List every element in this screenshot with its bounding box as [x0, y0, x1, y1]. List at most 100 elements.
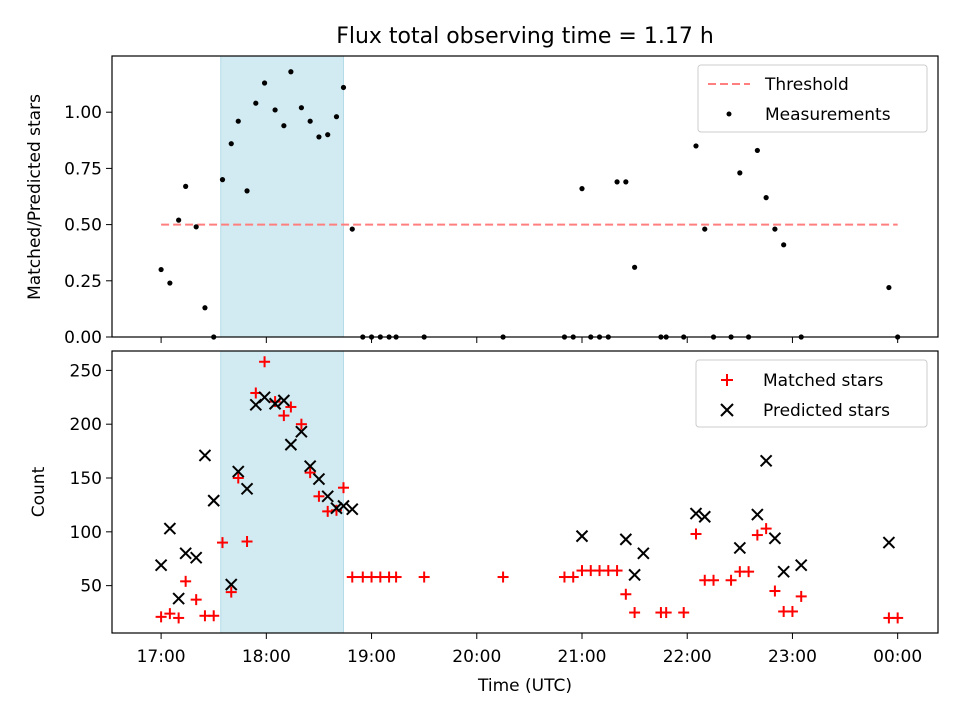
measurement-point: [614, 179, 620, 185]
bottom-y-tick-label: 100: [70, 523, 102, 543]
matched-star-point: [269, 396, 281, 408]
measurement-point: [349, 226, 355, 232]
bottom-y-axis: 50 100 150 200 250: [70, 361, 112, 597]
bottom-x-tick-label: 17:00: [137, 647, 186, 667]
bottom-legend-box: [695, 359, 928, 428]
predicted-star-point: [207, 494, 220, 507]
measurement-point: [702, 226, 708, 232]
bottom-x-tick-label: 18:00: [242, 647, 291, 667]
measurement-point: [272, 107, 278, 113]
measurement-point: [193, 224, 199, 230]
predicted-star-point: [198, 449, 212, 462]
top-axes-frame: [111, 55, 939, 338]
measurement-point: [158, 266, 164, 273]
predicted-star-point: [284, 438, 298, 451]
matched-star-point: [190, 594, 202, 606]
matched-star-point: [155, 611, 167, 623]
measurement-point: [340, 84, 347, 91]
predicted-star-point: [163, 522, 177, 535]
matched-star-point: [164, 608, 176, 620]
measurement-point: [754, 147, 760, 154]
measurement-point: [307, 118, 313, 124]
measurement-point: [235, 118, 241, 124]
bottom-panel: 50 100 150 200 250 17:00 18:00 19:00 20:00 21:00…: [29, 350, 939, 696]
predicted-star-point: [172, 592, 185, 605]
predicted-star-point: [628, 568, 641, 582]
matched-star-point: [216, 537, 228, 549]
bottom-x-tick-label: 19:00: [347, 647, 396, 667]
measurements-legend-swatch: [726, 111, 732, 117]
predicted-star-point: [268, 397, 282, 410]
matched-star-point: [418, 571, 430, 583]
measurement-point: [737, 170, 743, 176]
matched-star-point: [660, 607, 672, 619]
matched-star-point: [232, 472, 244, 484]
predicted-star-point: [619, 533, 633, 546]
predicted-star-point: [321, 490, 334, 503]
measurement-point: [623, 179, 629, 185]
matched-star-point: [769, 585, 781, 597]
bottom-y-tick-label: 50: [80, 577, 102, 597]
predicted-star-point: [232, 465, 245, 478]
matched-star-point: [620, 588, 632, 600]
predicted-star-point: [303, 459, 317, 473]
top-y-tick-label: 1.00: [64, 103, 102, 123]
top-panel: 0.00 0.25 0.50 0.75 1.00 Matched/Predicted s…: [25, 55, 939, 348]
matched-star-point: [337, 482, 349, 494]
matched-stars-points: [155, 356, 904, 624]
matched-star-point: [786, 605, 798, 617]
measurement-point: [228, 141, 234, 147]
measurement-point: [333, 114, 340, 120]
matched-star-point: [322, 505, 334, 517]
matched-star-point: [892, 612, 904, 624]
measurement-point: [261, 80, 268, 86]
matched-star-point: [611, 565, 623, 577]
top-y-tick-label: 0.75: [64, 159, 102, 179]
top-legend-box: [697, 64, 928, 133]
predicted-star-point: [179, 547, 192, 560]
predicted-star-point: [637, 547, 650, 560]
matched-star-point: [173, 612, 185, 624]
matched-star-point: [708, 574, 720, 586]
matched-star-point: [760, 523, 772, 535]
bottom-legend: Matched stars Predicted stars: [695, 359, 928, 428]
matched-star-point: [313, 490, 325, 502]
measurement-point: [298, 105, 305, 111]
bottom-shaded-span: [220, 350, 344, 634]
measurement-point: [183, 183, 189, 189]
predicted-star-point: [795, 558, 808, 572]
top-y-tick-label: 0.50: [64, 216, 102, 236]
measurement-point: [202, 305, 208, 311]
top-legend: Threshold Measurements: [697, 64, 928, 133]
predicted-star-point: [295, 425, 308, 438]
predicted-star-point: [777, 565, 790, 578]
matched-star-point: [259, 356, 271, 368]
bottom-x-tick-label: 23:00: [768, 647, 817, 667]
predicted-star-point: [258, 391, 271, 404]
bottom-axes-frame: [111, 350, 939, 634]
top-y-axis: 0.00 0.25 0.50 0.75 1.00: [64, 103, 112, 348]
top-y-tick-label: 0.00: [64, 328, 102, 348]
bottom-x-tick-label: 21:00: [557, 647, 606, 667]
measurement-point: [316, 134, 322, 140]
predicted-star-point: [759, 454, 773, 467]
matched-star-point: [208, 610, 220, 622]
matched-star-point: [346, 571, 358, 583]
measurement-point: [253, 100, 259, 106]
measurement-point: [781, 242, 787, 248]
predicted-star-point: [689, 507, 703, 520]
bottom-x-tick-label: 20:00: [452, 647, 501, 667]
matched-star-point: [751, 529, 763, 541]
matched-star-point: [795, 590, 807, 602]
top-y-tick-label: 0.25: [64, 272, 102, 292]
bottom-y-tick-label: 200: [70, 415, 102, 435]
matched-legend-swatch: [721, 374, 733, 386]
measurement-point: [763, 195, 769, 201]
predicted-star-point: [346, 503, 359, 516]
measurement-point: [632, 264, 638, 270]
predicted-star-point: [330, 501, 343, 515]
predicted-star-point: [240, 482, 254, 495]
measurement-point: [579, 186, 585, 192]
predicted-star-point: [882, 536, 896, 549]
